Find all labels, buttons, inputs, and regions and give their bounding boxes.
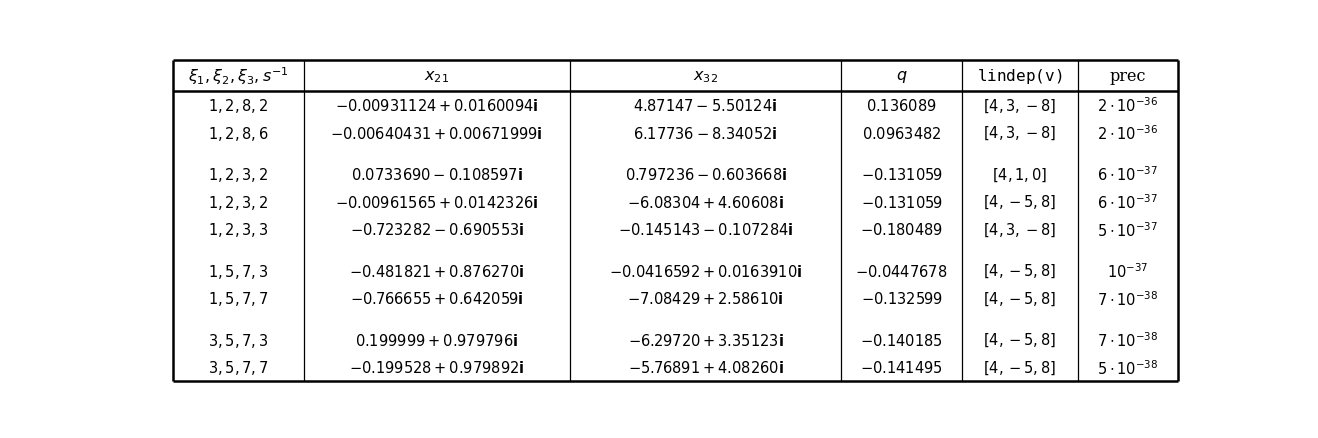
Text: $-0.00931124 + 0.0160094\mathbf{i}$: $-0.00931124 + 0.0160094\mathbf{i}$ (335, 98, 539, 113)
Text: $[4, -5, 8]$: $[4, -5, 8]$ (983, 331, 1056, 349)
Text: $[4, 3, -8]$: $[4, 3, -8]$ (983, 97, 1056, 114)
Text: $-0.199528 + 0.979892\mathbf{i}$: $-0.199528 + 0.979892\mathbf{i}$ (349, 360, 525, 375)
Text: $-0.180489$: $-0.180489$ (861, 222, 944, 238)
Text: $7\cdot10^{-38}$: $7\cdot10^{-38}$ (1097, 290, 1159, 308)
Text: $-0.00961565 + 0.0142326\mathbf{i}$: $-0.00961565 + 0.0142326\mathbf{i}$ (335, 194, 539, 210)
Text: $-0.131059$: $-0.131059$ (861, 166, 942, 182)
Text: $6\cdot10^{-37}$: $6\cdot10^{-37}$ (1097, 193, 1159, 212)
Text: $x_{21}$: $x_{21}$ (424, 68, 449, 85)
Text: $-7.08429 + 2.58610\mathbf{i}$: $-7.08429 + 2.58610\mathbf{i}$ (627, 291, 784, 307)
Text: $2\cdot10^{-36}$: $2\cdot10^{-36}$ (1097, 124, 1159, 143)
Text: $0.0733690 - 0.108597\mathbf{i}$: $0.0733690 - 0.108597\mathbf{i}$ (351, 166, 523, 182)
Text: $-0.145143 - 0.107284\mathbf{i}$: $-0.145143 - 0.107284\mathbf{i}$ (618, 222, 793, 238)
Text: $[4, -5, 8]$: $[4, -5, 8]$ (983, 194, 1056, 211)
Text: $-5.76891 + 4.08260\mathbf{i}$: $-5.76891 + 4.08260\mathbf{i}$ (627, 360, 783, 375)
Text: $[4, 1, 0]$: $[4, 1, 0]$ (992, 166, 1048, 183)
Text: $1, 5, 7, 7$: $1, 5, 7, 7$ (208, 290, 269, 307)
Text: $-0.140185$: $-0.140185$ (861, 332, 942, 348)
Text: $0.199999 + 0.979796\mathbf{i}$: $0.199999 + 0.979796\mathbf{i}$ (355, 332, 518, 348)
Text: $[4, 3, -8]$: $[4, 3, -8]$ (983, 125, 1056, 142)
Text: $[4, 3, -8]$: $[4, 3, -8]$ (983, 221, 1056, 239)
Text: $x_{32}$: $x_{32}$ (693, 68, 718, 85)
Text: $0.136089$: $0.136089$ (866, 98, 937, 113)
Text: $\xi_1, \xi_2, \xi_3, s^{-1}$: $\xi_1, \xi_2, \xi_3, s^{-1}$ (188, 66, 289, 87)
Text: $1, 2, 3, 2$: $1, 2, 3, 2$ (208, 166, 269, 184)
Text: $1, 2, 8, 2$: $1, 2, 8, 2$ (208, 97, 269, 115)
Text: $1, 2, 3, 3$: $1, 2, 3, 3$ (208, 221, 269, 239)
Text: $-0.00640431 + 0.00671999\mathbf{i}$: $-0.00640431 + 0.00671999\mathbf{i}$ (331, 125, 543, 141)
Text: $-0.132599$: $-0.132599$ (861, 291, 942, 307)
Text: $3, 5, 7, 7$: $3, 5, 7, 7$ (208, 359, 269, 377)
Text: $-0.723282 - 0.690553\mathbf{i}$: $-0.723282 - 0.690553\mathbf{i}$ (349, 222, 525, 238)
Text: $-0.0447678$: $-0.0447678$ (855, 263, 948, 279)
Text: $5\cdot10^{-38}$: $5\cdot10^{-38}$ (1097, 358, 1159, 377)
Text: $2\cdot10^{-36}$: $2\cdot10^{-36}$ (1097, 96, 1159, 115)
Text: $10^{-37}$: $10^{-37}$ (1107, 261, 1148, 280)
Text: $1, 2, 8, 6$: $1, 2, 8, 6$ (208, 124, 269, 142)
Text: $4.87147 - 5.50124\mathbf{i}$: $4.87147 - 5.50124\mathbf{i}$ (634, 98, 778, 113)
Text: $[4, -5, 8]$: $[4, -5, 8]$ (983, 290, 1056, 307)
Text: $-0.481821 + 0.876270\mathbf{i}$: $-0.481821 + 0.876270\mathbf{i}$ (349, 263, 525, 279)
Text: $0.797236 - 0.603668\mathbf{i}$: $0.797236 - 0.603668\mathbf{i}$ (625, 166, 787, 182)
Text: $-6.08304 + 4.60608\mathbf{i}$: $-6.08304 + 4.60608\mathbf{i}$ (627, 194, 784, 210)
Text: $\mathtt{lindep(v)}$: $\mathtt{lindep(v)}$ (977, 67, 1062, 86)
Text: $-0.141495$: $-0.141495$ (861, 360, 942, 375)
Text: $5\cdot10^{-37}$: $5\cdot10^{-37}$ (1097, 221, 1159, 239)
Text: prec: prec (1110, 68, 1147, 85)
Text: $-0.766655 + 0.642059\mathbf{i}$: $-0.766655 + 0.642059\mathbf{i}$ (351, 291, 523, 307)
Text: $0.0963482$: $0.0963482$ (862, 125, 941, 141)
Text: $-6.29720 + 3.35123\mathbf{i}$: $-6.29720 + 3.35123\mathbf{i}$ (627, 332, 784, 348)
Text: $7\cdot10^{-38}$: $7\cdot10^{-38}$ (1097, 330, 1159, 349)
Text: $[4, -5, 8]$: $[4, -5, 8]$ (983, 262, 1056, 279)
Text: $-0.131059$: $-0.131059$ (861, 194, 942, 210)
Text: $6\cdot10^{-37}$: $6\cdot10^{-37}$ (1097, 165, 1159, 184)
Text: $[4, -5, 8]$: $[4, -5, 8]$ (983, 359, 1056, 376)
Text: $1, 2, 3, 2$: $1, 2, 3, 2$ (208, 193, 269, 211)
Text: $-0.0416592 + 0.0163910\mathbf{i}$: $-0.0416592 + 0.0163910\mathbf{i}$ (609, 263, 803, 279)
Text: $3, 5, 7, 3$: $3, 5, 7, 3$ (208, 331, 269, 349)
Text: $1, 5, 7, 3$: $1, 5, 7, 3$ (208, 262, 269, 280)
Text: $q$: $q$ (896, 68, 907, 85)
Text: $6.17736 - 8.34052\mathbf{i}$: $6.17736 - 8.34052\mathbf{i}$ (634, 125, 778, 141)
